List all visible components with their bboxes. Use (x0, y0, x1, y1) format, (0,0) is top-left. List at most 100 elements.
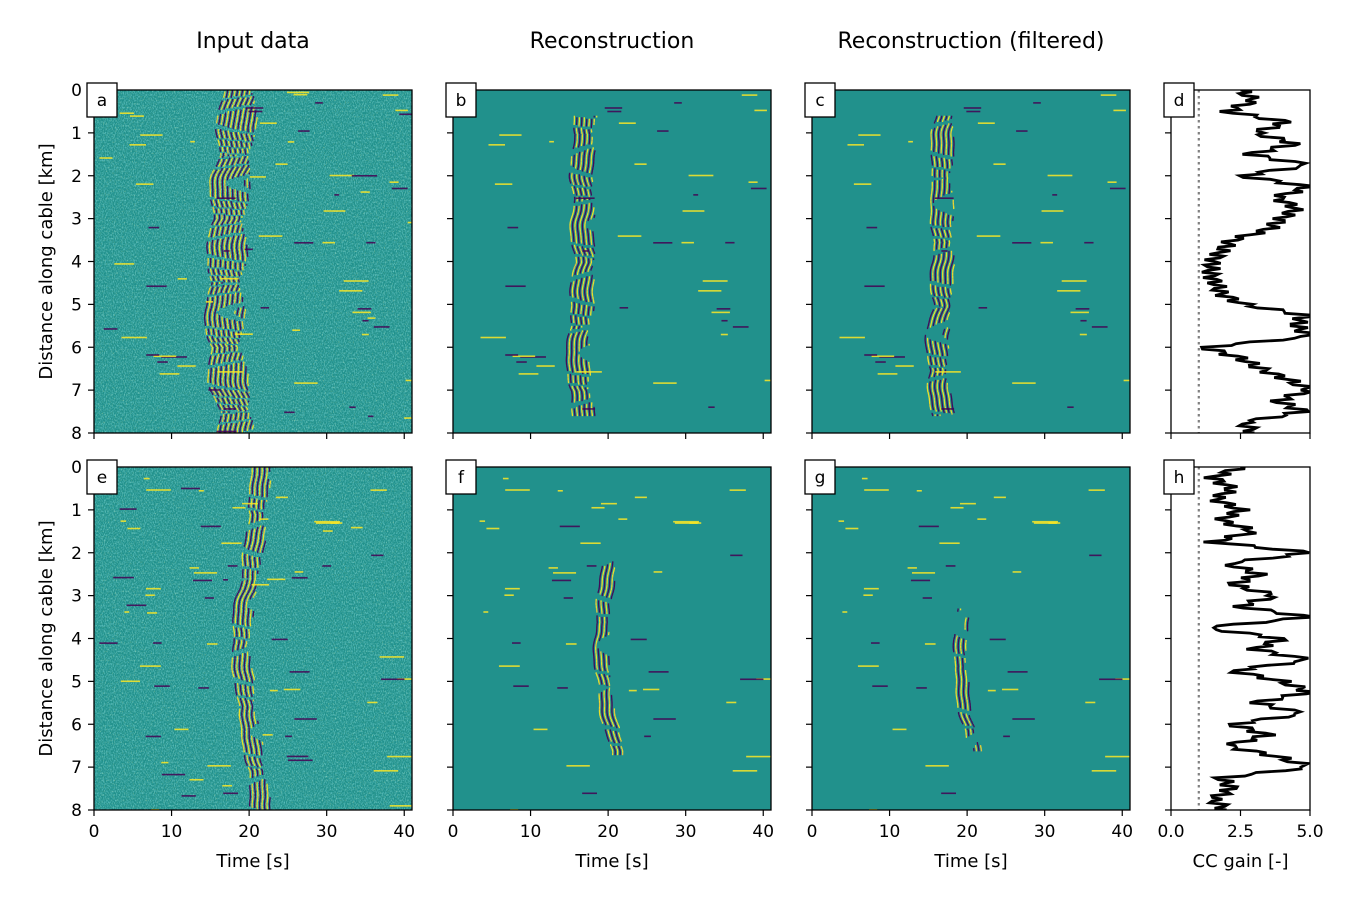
event-stripe (239, 262, 241, 265)
event-stripe (236, 244, 238, 247)
event-stripe (568, 342, 570, 345)
event-stripe (214, 381, 217, 383)
event-stripe (940, 136, 942, 139)
event-stripe (943, 145, 945, 148)
event-stripe (218, 106, 221, 109)
event-stripe (931, 171, 933, 174)
event-stripe (580, 238, 582, 241)
event-stripe (576, 142, 578, 145)
event-stripe (947, 220, 949, 223)
event-stripe (219, 408, 221, 410)
event-stripe (229, 298, 231, 301)
event-stripe (590, 129, 593, 132)
event-stripe (231, 253, 234, 256)
event-stripe (931, 162, 933, 165)
event-stripe (236, 313, 238, 316)
event-stripe (572, 219, 574, 222)
event-stripe (252, 109, 255, 112)
event-stripe (243, 391, 245, 394)
event-stripe (585, 319, 587, 322)
event-stripe (229, 147, 231, 149)
event-stripe (227, 279, 230, 281)
event-stripe (940, 138, 942, 141)
event-stripe (574, 412, 576, 415)
event-stripe (935, 147, 938, 150)
event-stripe (237, 265, 239, 268)
event-stripe (226, 300, 229, 302)
event-stripe (226, 229, 229, 232)
event-stripe (932, 258, 935, 261)
event-stripe (231, 172, 233, 175)
event-stripe (588, 307, 590, 310)
event-stripe (936, 163, 939, 166)
event-stripe (222, 114, 224, 116)
event-stripe (577, 316, 579, 319)
event-stripe (231, 336, 233, 338)
event-stripe (237, 268, 239, 271)
event-stripe (947, 234, 949, 237)
event-stripe (579, 189, 582, 192)
event-stripe (236, 252, 239, 254)
event-stripe (231, 93, 233, 95)
event-stripe (931, 183, 933, 186)
event-stripe (575, 355, 578, 358)
event-stripe (209, 190, 211, 193)
event-stripe (212, 199, 215, 202)
event-stripe (239, 240, 241, 242)
event-stripe (218, 120, 221, 122)
event-stripe (592, 300, 595, 303)
event-stripe (946, 243, 948, 246)
noise-streak (223, 408, 237, 410)
event-stripe (576, 291, 578, 294)
event-stripe (229, 193, 231, 196)
event-stripe (242, 174, 245, 176)
event-stripe (577, 219, 579, 222)
event-stripe (947, 150, 950, 153)
event-stripe (235, 126, 237, 128)
event-stripe (210, 277, 212, 280)
event-stripe (575, 249, 577, 252)
event-stripe (238, 313, 241, 316)
event-stripe (240, 237, 242, 239)
event-stripe (235, 103, 237, 106)
event-stripe (224, 190, 226, 193)
event-stripe (216, 249, 218, 251)
event-stripe (221, 168, 223, 170)
event-stripe (243, 157, 246, 160)
event-stripe (945, 214, 947, 217)
event-stripe (229, 295, 231, 298)
event-stripe (952, 136, 955, 139)
event-stripe (944, 169, 946, 172)
event-stripe (935, 135, 937, 138)
event-stripe (216, 231, 219, 233)
event-stripe (243, 306, 245, 308)
event-stripe (215, 289, 218, 292)
event-stripe (580, 250, 583, 253)
event-stripe (934, 181, 936, 184)
event-stripe (574, 213, 576, 216)
event-stripe (240, 354, 242, 356)
event-stripe (241, 240, 244, 242)
event-stripe (225, 279, 227, 281)
event-stripe (227, 366, 230, 368)
event-stripe (573, 327, 575, 330)
event-stripe (239, 399, 242, 401)
event-stripe (948, 256, 950, 259)
event-stripe (237, 292, 239, 295)
event-stripe (577, 318, 580, 321)
event-stripe (206, 319, 208, 322)
event-stripe (572, 222, 574, 225)
event-stripe (940, 117, 942, 120)
event-stripe (573, 130, 575, 133)
event-stripe (590, 300, 592, 303)
event-stripe (221, 181, 223, 184)
event-stripe (936, 159, 938, 162)
event-stripe (217, 424, 220, 427)
noise-streak (536, 365, 555, 367)
event-stripe (930, 265, 932, 268)
event-stripe (582, 333, 585, 336)
event-stripe (251, 427, 254, 430)
event-stripe (933, 256, 935, 259)
event-stripe (575, 333, 577, 336)
event-stripe (579, 246, 581, 249)
